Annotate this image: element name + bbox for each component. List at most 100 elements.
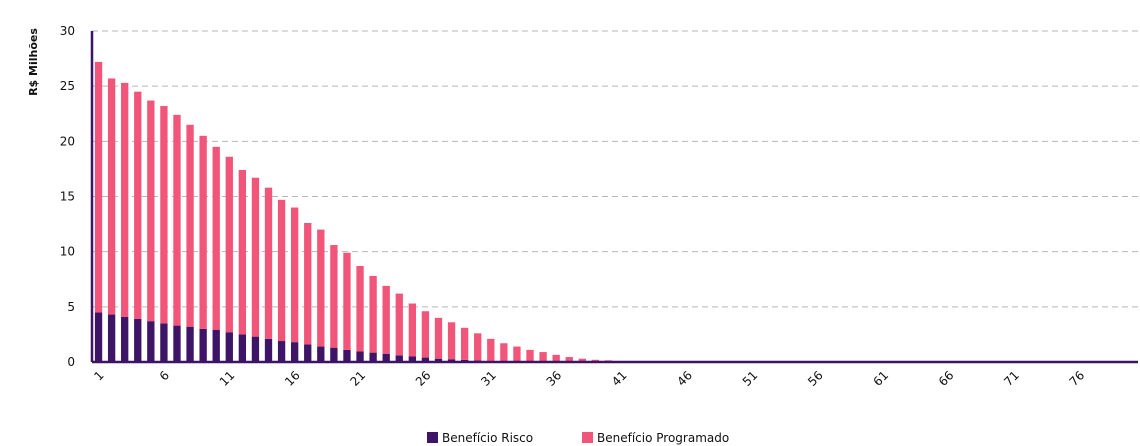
legend-label-beneficio-programado: Benefício Programado: [597, 431, 729, 445]
legend-swatch-beneficio-risco: [427, 432, 438, 443]
x-tick-label: 26: [413, 368, 434, 389]
y-tick-label: 20: [60, 134, 75, 148]
bar-beneficio-programado: [212, 146, 220, 331]
bar-beneficio-programado: [408, 303, 416, 357]
x-tick-label: 71: [1001, 368, 1022, 389]
y-tick-label: 5: [67, 300, 75, 314]
y-tick-label: 25: [60, 79, 75, 93]
x-tick-label: 56: [805, 368, 826, 389]
bar-beneficio-programado: [539, 352, 547, 362]
bar-beneficio-programado: [578, 358, 586, 362]
bar-beneficio-programado: [447, 322, 456, 360]
x-tick-label: 11: [217, 368, 238, 389]
bar-beneficio-risco: [356, 351, 364, 362]
bar-beneficio-programado: [264, 187, 273, 339]
x-tick-label: 21: [347, 368, 368, 389]
bar-beneficio-risco: [107, 314, 116, 362]
bar-beneficio-programado: [474, 333, 482, 361]
bar-beneficio-risco: [382, 353, 390, 362]
bar-beneficio-programado: [107, 78, 116, 315]
bar-beneficio-programado: [238, 170, 247, 335]
bar-beneficio-risco: [173, 325, 181, 362]
bar-beneficio-programado: [291, 207, 299, 343]
bar-beneficio-risco: [147, 321, 155, 362]
bar-beneficio-programado: [343, 252, 351, 350]
legend-label-beneficio-risco: Benefício Risco: [442, 431, 533, 445]
bar-beneficio-risco: [330, 347, 338, 362]
bar-beneficio-programado: [434, 317, 443, 359]
bar-beneficio-programado: [277, 199, 286, 342]
bar-beneficio-programado: [147, 100, 155, 322]
bar-beneficio-risco: [395, 355, 403, 362]
bar-beneficio-risco: [277, 341, 286, 362]
bar-beneficio-programado: [173, 114, 181, 326]
bar-beneficio-programado: [382, 285, 390, 354]
x-tick-label: 76: [1067, 368, 1088, 389]
bar-beneficio-programado: [369, 275, 377, 353]
legend-swatch-beneficio-programado: [582, 432, 593, 443]
x-tick-label: 41: [609, 368, 630, 389]
bar-beneficio-programado: [251, 177, 260, 337]
gridlines: [92, 30, 1138, 308]
bar-beneficio-programado: [186, 124, 194, 327]
bar-beneficio-programado: [199, 135, 207, 329]
bar-beneficio-programado: [526, 349, 534, 362]
bar-beneficio-risco: [160, 323, 168, 362]
y-tick-label: 15: [60, 190, 75, 204]
bar-beneficio-risco: [304, 344, 312, 362]
bar-beneficio-programado: [330, 245, 338, 348]
bars: [94, 61, 639, 362]
bar-beneficio-risco: [291, 342, 299, 362]
bar-beneficio-programado: [94, 61, 103, 313]
bar-beneficio-risco: [134, 318, 142, 362]
bar-beneficio-risco: [94, 312, 103, 362]
bar-beneficio-risco: [212, 330, 220, 362]
bar-beneficio-programado: [500, 343, 508, 362]
bar-beneficio-programado: [552, 354, 560, 362]
x-tick-label: 46: [674, 368, 695, 389]
bar-beneficio-risco: [238, 334, 247, 362]
bar-beneficio-programado: [317, 229, 325, 347]
x-tick-label: 6: [157, 368, 172, 383]
bar-beneficio-programado: [160, 106, 168, 324]
y-axis-title: R$ Milhões: [27, 28, 40, 96]
y-tick-label: 0: [67, 355, 75, 369]
legend: Benefício Risco Benefício Programado: [427, 431, 729, 445]
x-tick-label: 1: [91, 368, 106, 383]
bar-beneficio-risco: [251, 336, 260, 362]
bar-beneficio-programado: [513, 346, 521, 362]
bar-beneficio-programado: [304, 222, 312, 345]
bar-beneficio-programado: [134, 91, 142, 319]
bar-beneficio-risco: [121, 316, 129, 362]
x-tick-labels: 1 6 11 16 21 26 31 36 41 46 51 56 61 66 71 76: [91, 368, 1087, 389]
bar-beneficio-risco: [408, 356, 416, 362]
x-tick-label: 51: [740, 368, 761, 389]
bar-beneficio-risco: [225, 332, 233, 362]
x-tick-label: 31: [478, 368, 499, 389]
x-tick-label: 16: [282, 368, 303, 389]
bar-beneficio-programado: [460, 327, 469, 360]
y-tick-labels: 0 5 10 15 20 25 30: [60, 24, 75, 369]
bar-beneficio-risco: [186, 326, 194, 362]
bar-beneficio-risco: [264, 338, 273, 362]
bar-beneficio-programado: [395, 293, 403, 356]
bar-beneficio-risco: [369, 352, 377, 362]
bar-beneficio-risco: [447, 359, 456, 362]
bar-beneficio-risco: [317, 346, 325, 362]
bar-beneficio-programado: [356, 266, 364, 352]
bar-beneficio-risco: [421, 357, 430, 362]
bar-beneficio-programado: [421, 311, 430, 358]
bar-beneficio-risco: [343, 349, 351, 362]
axes: [90, 31, 1138, 364]
bar-beneficio-programado: [121, 82, 129, 317]
bar-beneficio-programado: [487, 338, 495, 361]
x-tick-label: 66: [936, 368, 957, 389]
bar-beneficio-programado: [565, 357, 573, 362]
bar-beneficio-risco: [199, 328, 207, 362]
y-tick-label: 30: [60, 24, 75, 38]
bar-beneficio-programado: [225, 156, 233, 333]
x-tick-label: 36: [544, 368, 565, 389]
y-tick-label: 10: [60, 245, 75, 259]
